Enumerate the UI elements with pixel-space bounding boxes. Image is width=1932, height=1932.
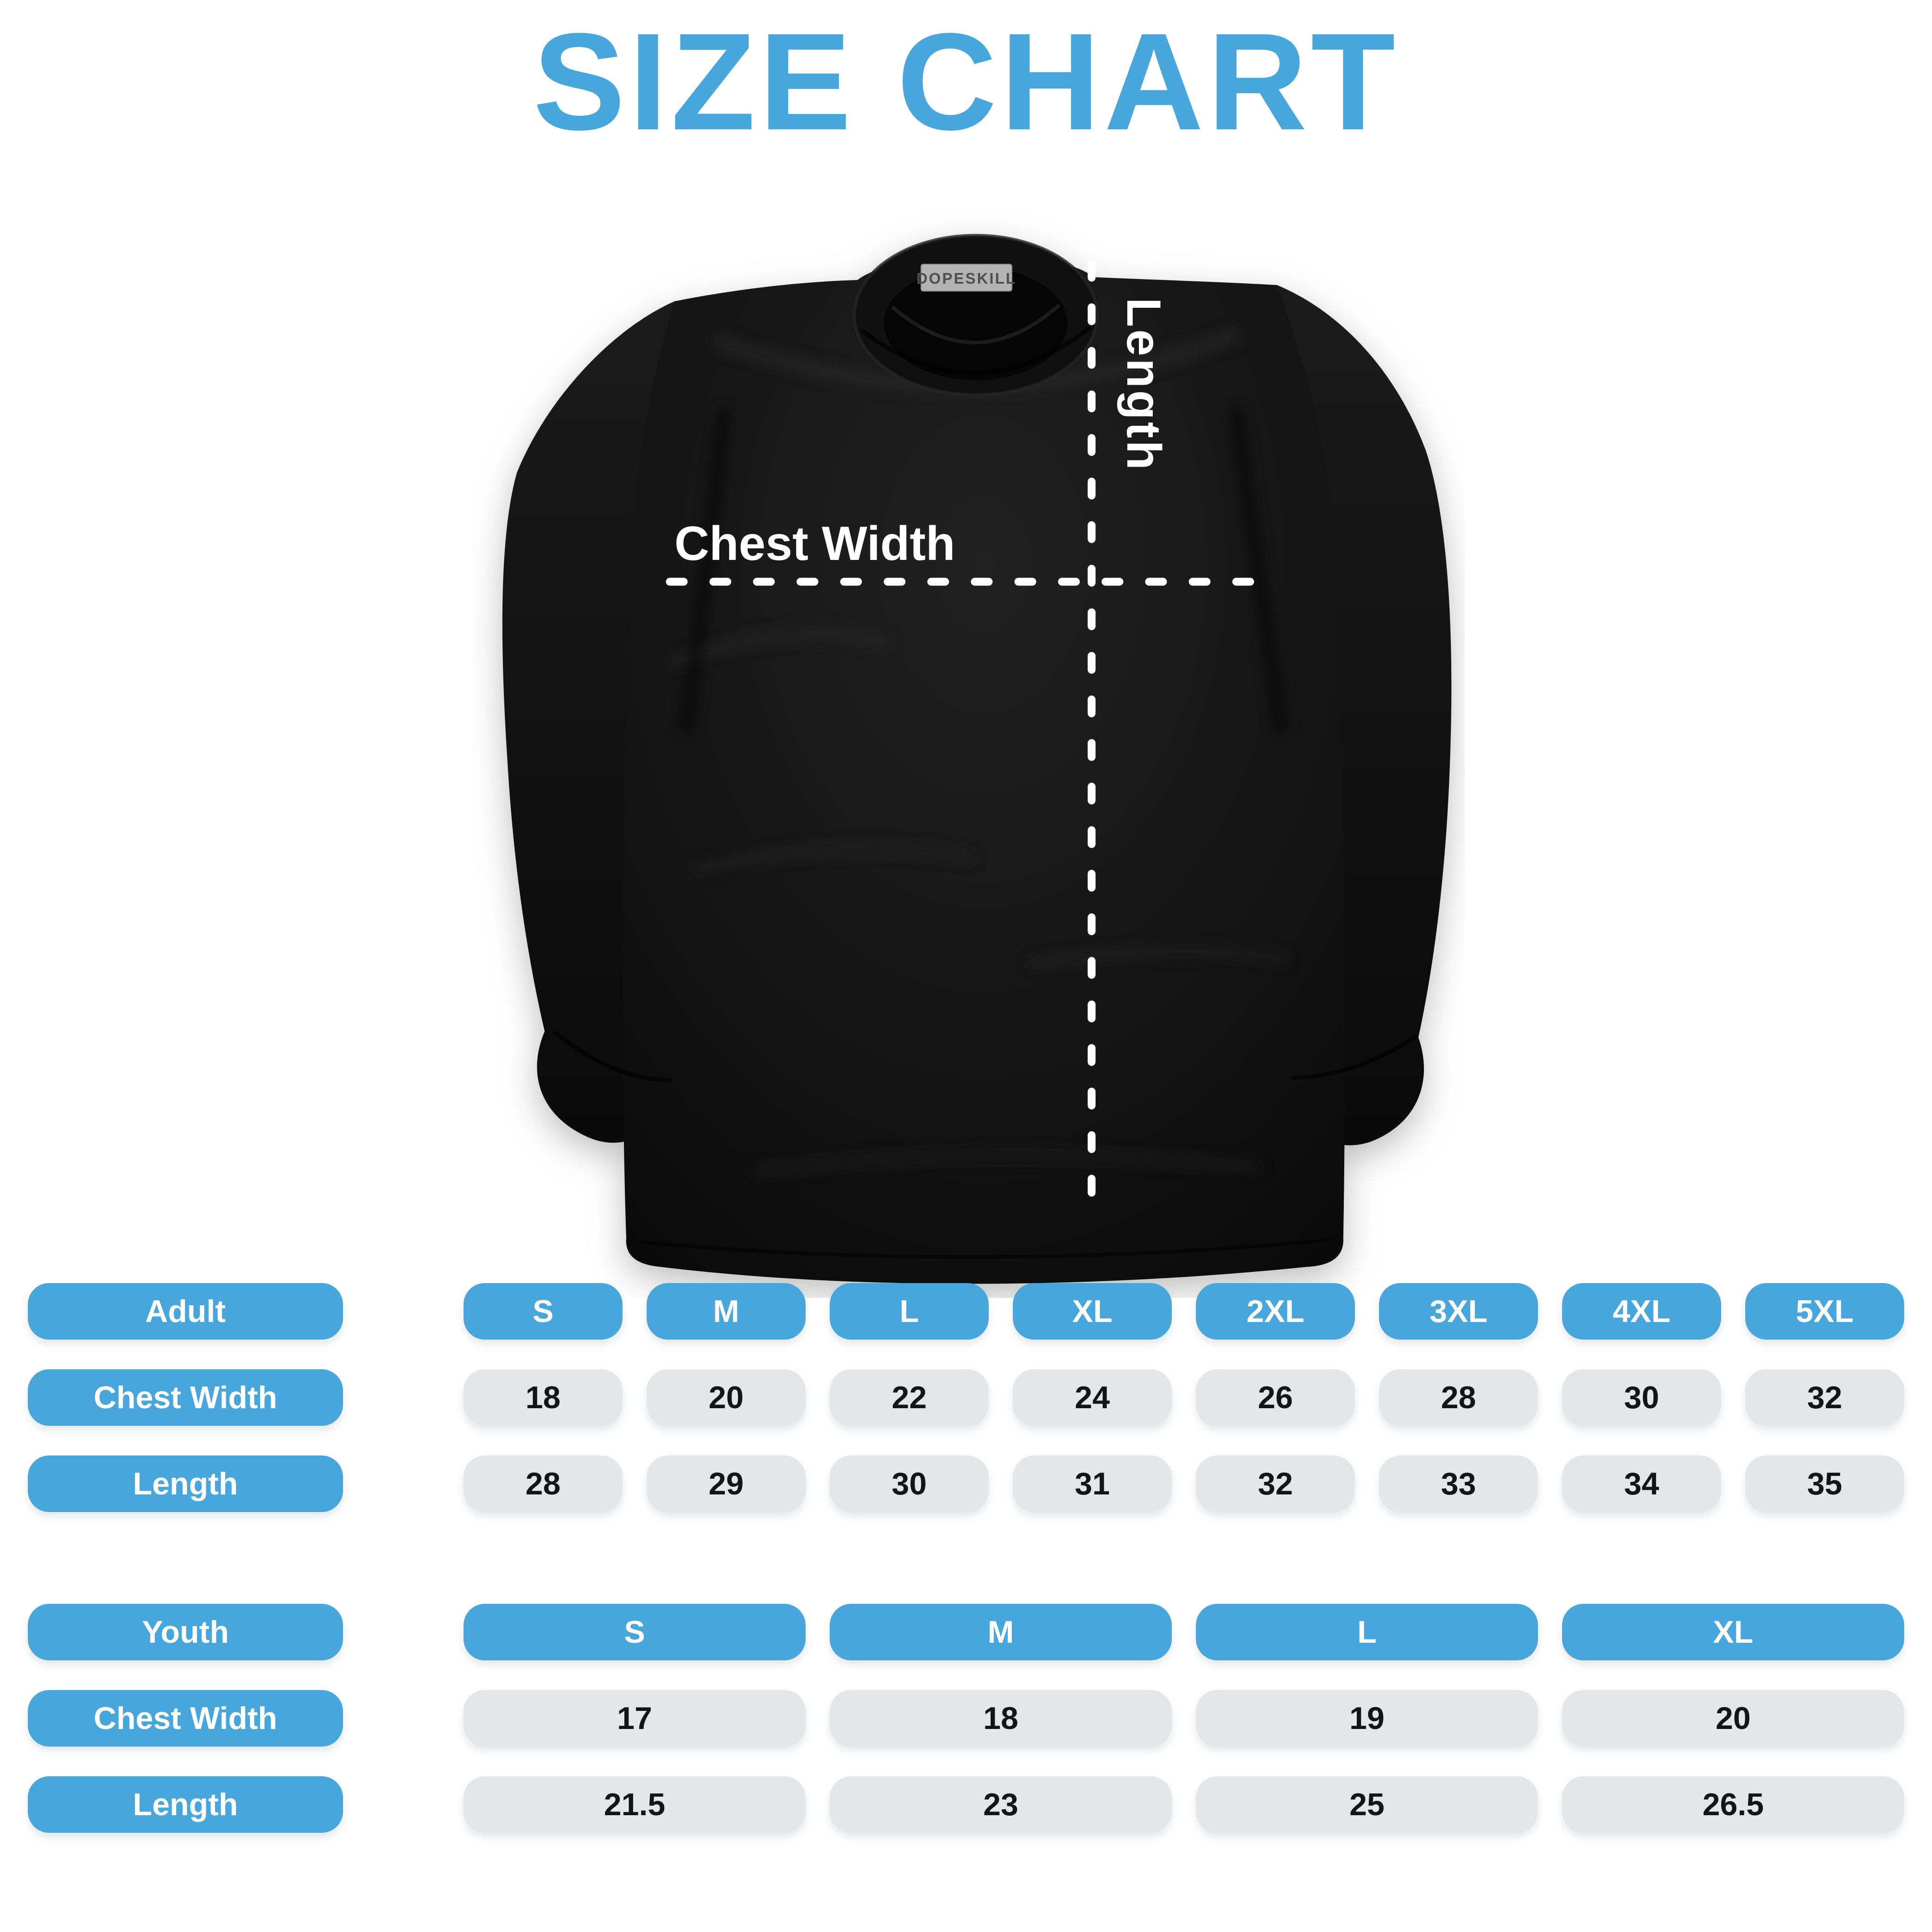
youth-header-row: Youth S M L XL <box>28 1604 1904 1660</box>
adult-chest-width-row: Chest Width 18 20 22 24 26 28 30 32 <box>28 1369 1904 1426</box>
youth-header-cell: Youth <box>28 1604 343 1660</box>
value-cell: 30 <box>1562 1369 1721 1426</box>
shirt-image: DOPESKILL Chest Width Length <box>473 176 1465 1298</box>
value-cell: 24 <box>1013 1369 1172 1426</box>
adult-size-table: Adult S M L XL 2XL 3XL 4XL 5XL Chest Wid… <box>28 1283 1904 1542</box>
adult-header-cell: Adult <box>28 1283 343 1340</box>
brand-tag: DOPESKILL <box>916 264 1017 292</box>
size-header-cell: 3XL <box>1379 1283 1538 1340</box>
adult-length-row: Length 28 29 30 31 32 33 34 35 <box>28 1455 1904 1512</box>
page-title: SIZE CHART <box>533 5 1399 159</box>
value-cell: 30 <box>830 1455 989 1512</box>
brand-label: DOPESKILL <box>916 270 1017 287</box>
size-header-cell: S <box>464 1283 623 1340</box>
youth-length-row: Length 21.5 23 25 26.5 <box>28 1776 1904 1833</box>
size-header-cell: L <box>830 1283 989 1340</box>
value-cell: 26.5 <box>1562 1776 1904 1833</box>
size-header-cell: 5XL <box>1745 1283 1904 1340</box>
length-label: Length <box>1117 298 1170 472</box>
value-cell: 23 <box>830 1776 1172 1833</box>
value-cell: 31 <box>1013 1455 1172 1512</box>
collar <box>852 234 1099 397</box>
tshirt-graphic: DOPESKILL <box>502 234 1452 1284</box>
value-cell: 21.5 <box>464 1776 806 1833</box>
value-cell: 34 <box>1562 1455 1721 1512</box>
value-cell: 35 <box>1745 1455 1904 1512</box>
row-label-cell: Chest Width <box>28 1369 343 1426</box>
youth-size-table: Youth S M L XL Chest Width 17 18 19 20 L… <box>28 1604 1904 1862</box>
value-cell: 29 <box>647 1455 806 1512</box>
value-cell: 28 <box>464 1455 623 1512</box>
size-header-cell: XL <box>1013 1283 1172 1340</box>
value-cell: 33 <box>1379 1455 1538 1512</box>
chest-width-label: Chest Width <box>674 517 955 571</box>
value-cell: 22 <box>830 1369 989 1426</box>
size-header-cell: 2XL <box>1196 1283 1355 1340</box>
value-cell: 26 <box>1196 1369 1355 1426</box>
value-cell: 20 <box>647 1369 806 1426</box>
row-label-cell: Length <box>28 1455 343 1512</box>
value-cell: 18 <box>830 1690 1172 1747</box>
size-header-cell: XL <box>1562 1604 1904 1660</box>
value-cell: 19 <box>1196 1690 1538 1747</box>
value-cell: 17 <box>464 1690 806 1747</box>
size-header-cell: 4XL <box>1562 1283 1721 1340</box>
size-header-cell: S <box>464 1604 806 1660</box>
value-cell: 20 <box>1562 1690 1904 1747</box>
value-cell: 18 <box>464 1369 623 1426</box>
value-cell: 25 <box>1196 1776 1538 1833</box>
row-label-cell: Chest Width <box>28 1690 343 1747</box>
value-cell: 32 <box>1196 1455 1355 1512</box>
row-label-cell: Length <box>28 1776 343 1833</box>
adult-header-row: Adult S M L XL 2XL 3XL 4XL 5XL <box>28 1283 1904 1340</box>
value-cell: 28 <box>1379 1369 1538 1426</box>
size-header-cell: L <box>1196 1604 1538 1660</box>
value-cell: 32 <box>1745 1369 1904 1426</box>
size-header-cell: M <box>830 1604 1172 1660</box>
youth-chest-width-row: Chest Width 17 18 19 20 <box>28 1690 1904 1747</box>
size-header-cell: M <box>647 1283 806 1340</box>
